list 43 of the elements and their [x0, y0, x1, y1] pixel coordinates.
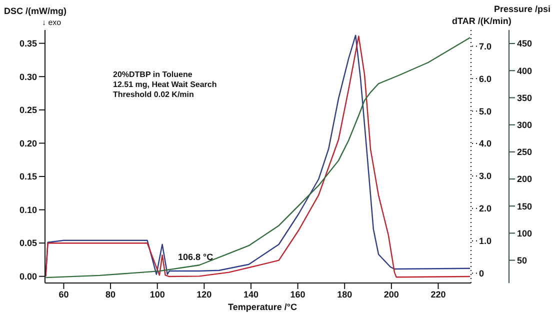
annotation: 12.51 mg, Heat Wait Search [113, 80, 217, 90]
y2-tick-label: 6.0 [479, 74, 492, 84]
y3-tick-label: 450 [517, 38, 532, 49]
y3-axis-title: Pressure /psi [494, 4, 551, 14]
y2-tick-label: 3.0 [479, 171, 492, 182]
annotation: Threshold 0.02 K/min [113, 90, 195, 100]
y-tick-label: 0.20 [19, 138, 37, 148]
x-tick-label: 220 [430, 289, 446, 300]
x-axis-title: Temperature /°C [228, 302, 297, 312]
y3-tick-label: 300 [517, 120, 532, 130]
y-tick-label: 0.35 [19, 38, 37, 49]
x-tick-label: 60 [58, 289, 69, 300]
y2-tick-label: 5.0 [479, 106, 492, 116]
x-tick-label: 160 [290, 289, 306, 300]
x-tick-label: 120 [196, 289, 212, 300]
y2-tick-label: 4.0 [479, 138, 492, 149]
y2-tick-label: 2.0 [479, 204, 492, 214]
y-tick-label: 0.05 [19, 238, 37, 248]
x-tick-label: 200 [384, 289, 399, 300]
y-axis-title: DSC /(mW/mg) [4, 6, 66, 16]
x-tick-label: 100 [150, 289, 165, 300]
y3-tick-label: 400 [517, 66, 532, 76]
text: ↓ exo [42, 18, 62, 27]
y2-axis-title: dTAR /(K/min) [452, 16, 512, 26]
y3-tick-label: 100 [517, 228, 532, 238]
x-tick-label: 180 [337, 289, 352, 300]
y-tick-label: 0.15 [19, 172, 37, 182]
annotation: 106.8 °C [178, 252, 214, 262]
y3-tick-label: 200 [517, 174, 532, 184]
y-tick-label: 0.30 [19, 72, 37, 82]
y3-tick-label: 50 [517, 255, 528, 266]
y2-tick-label: 1.0 [479, 236, 492, 246]
y-tick-label: 0.00 [19, 272, 37, 282]
y2-tick-label: 0 [479, 268, 484, 278]
y-tick-label: 0.10 [19, 204, 37, 215]
y3-tick-label: 150 [517, 201, 532, 212]
y3-tick-label: 250 [517, 147, 532, 158]
annotation: 20%DTBP in Toluene [113, 70, 194, 80]
y2-tick-label: 7.0 [479, 41, 492, 52]
x-tick-label: 140 [243, 289, 258, 300]
y3-tick-label: 350 [517, 92, 532, 103]
y-tick-label: 0.25 [19, 105, 37, 116]
x-tick-label: 80 [106, 289, 116, 300]
